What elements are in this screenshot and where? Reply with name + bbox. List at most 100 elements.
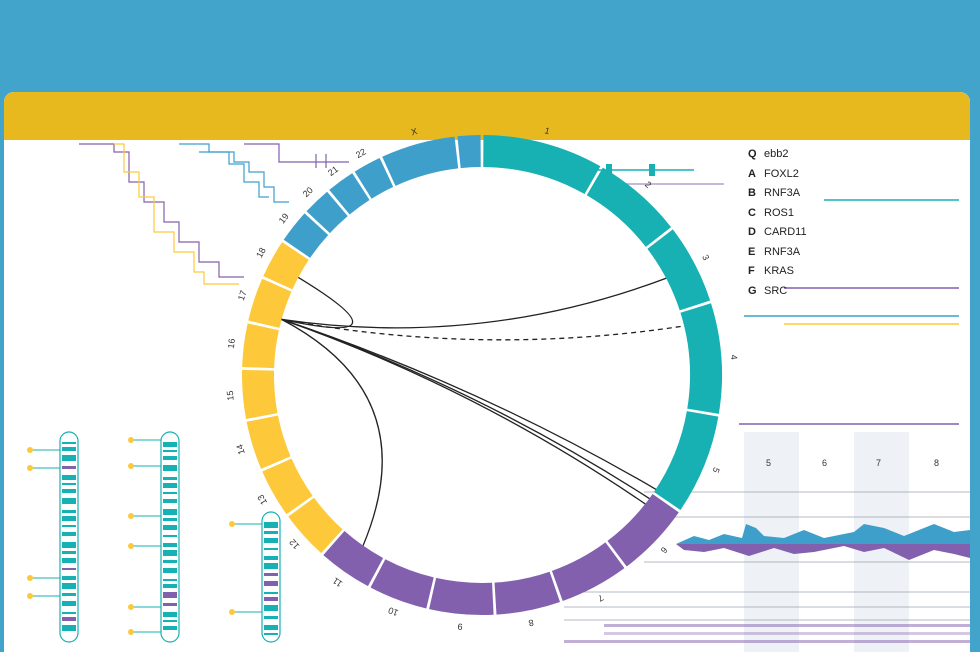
circos-segment-label: 10: [387, 605, 400, 618]
chromosome-band: [163, 550, 177, 556]
chromosome-band: [264, 531, 278, 534]
chromosome-band: [264, 538, 278, 543]
link-to-6b: [281, 318, 646, 505]
header-bar: [4, 92, 970, 140]
circos-segment-22: [354, 157, 394, 199]
chromosome-band: [62, 489, 76, 493]
content-card: 5 6 7 8 1 2 3 4 5 6 7 8 9 10 11 12 13 14 15 16 17 18 19 20 2…: [4, 92, 970, 652]
circos-segment-label: 9: [457, 621, 463, 631]
chromosome-band: [264, 548, 278, 550]
chromosome-band: [264, 581, 278, 586]
legend-gene: FOXL2: [764, 167, 799, 180]
cnv-column-label: 7: [876, 458, 881, 468]
circos-segment-X: [382, 136, 459, 186]
circos-segment-4: [680, 303, 722, 414]
chromosome-band: [62, 510, 76, 513]
legend-row: D CARD11: [748, 226, 807, 238]
chromosome-band: [163, 465, 177, 471]
pin-marker: [27, 465, 33, 471]
chromosome-band: [264, 605, 278, 611]
legend-gene: RNF3A: [764, 187, 801, 199]
circos-segment-label: 20: [301, 185, 315, 199]
chromosome-band: [163, 612, 177, 617]
chromosome-band: [264, 625, 278, 630]
chromosome-band: [62, 498, 76, 504]
pin-marker: [128, 463, 134, 469]
circos-segment-label: 22: [354, 147, 368, 161]
circos-segment-16: [242, 323, 279, 369]
link-to-11: [281, 318, 383, 546]
chromosome-band: [163, 535, 177, 537]
chromosome-band: [163, 603, 177, 606]
step-trace-purple-b: [244, 143, 349, 163]
circos-segment-3: [647, 229, 711, 311]
step-trace-purple-a: [79, 143, 244, 278]
chromosome-band: [62, 542, 76, 548]
circos-segment-7: [551, 542, 625, 602]
legend-key: D: [748, 226, 756, 238]
pin-marker: [27, 447, 33, 453]
link-to-6a: [281, 318, 650, 500]
chromosome-ideogram: [128, 431, 180, 643]
chromosome-band: [163, 450, 177, 452]
chromosome-band: [163, 442, 177, 447]
chromosome-band: [62, 466, 76, 469]
chromosome-band: [264, 616, 278, 619]
circos-segment-label: 12: [287, 537, 301, 551]
circos-segment-9: [429, 577, 494, 615]
circos-links: [281, 276, 685, 546]
chromosome-band: [163, 492, 177, 494]
chromosome-band: [62, 617, 76, 621]
circos-segment-label: X: [410, 126, 418, 137]
page: { "colors": { "background": "#43a4cb", "…: [4, 92, 970, 652]
chromosome-ideogram: [27, 431, 79, 643]
legend-row: F KRAS: [748, 265, 794, 277]
legend-key: G: [748, 284, 757, 297]
pin-marker: [229, 609, 235, 615]
chromosome-band: [163, 560, 177, 563]
pin-marker: [128, 513, 134, 519]
circos-segment-21: [329, 173, 370, 215]
chromosome-band: [62, 558, 76, 563]
circos-segment-label: 15: [225, 390, 236, 401]
circos-segment-label: 11: [331, 575, 344, 589]
legend-key: A: [748, 167, 756, 180]
circos-segment-17: [248, 278, 292, 328]
track-mark: [649, 164, 655, 176]
legend-gene: RNF3A: [764, 245, 801, 258]
chromosome-band: [264, 563, 278, 569]
circos-segment-label: 6: [659, 545, 670, 556]
chromosome-band: [62, 442, 76, 444]
chromosome-band: [163, 499, 177, 503]
cnv-loss-area: [676, 544, 970, 560]
chromosome-band: [62, 593, 76, 596]
chromosome-band: [62, 551, 76, 554]
chromosome-band: [62, 532, 76, 536]
legend-row: A FOXL2: [748, 168, 799, 180]
legend-gene: KRAS: [764, 265, 794, 277]
circos-segment-5: [653, 411, 719, 510]
chromosome-band: [62, 455, 76, 461]
circos-segment-14: [246, 415, 291, 469]
chromosome-band: [62, 583, 76, 589]
chromosome-band: [62, 612, 76, 614]
pin-marker: [27, 593, 33, 599]
legend-gene: SRC: [764, 284, 788, 297]
chromosome-band: [163, 483, 177, 488]
circos-segment-label: 4: [729, 354, 739, 360]
circos-segment-19: [283, 213, 329, 258]
cnv-panel: 5 6 7 8: [564, 432, 970, 652]
circos-segment-10: [370, 559, 434, 609]
legend-key: C: [748, 206, 756, 219]
step-traces: [79, 143, 349, 285]
chromosome-band: [62, 475, 76, 480]
circos-segment-label: 21: [326, 164, 340, 178]
circos-segment-label: 17: [236, 289, 249, 302]
chromosome-band: [62, 568, 76, 570]
circos-segment-15: [242, 369, 278, 419]
link-to-5: [281, 318, 657, 490]
cnv-dots: [564, 624, 970, 643]
chromosome-band: [163, 620, 177, 622]
chromosome-band: [163, 525, 177, 530]
